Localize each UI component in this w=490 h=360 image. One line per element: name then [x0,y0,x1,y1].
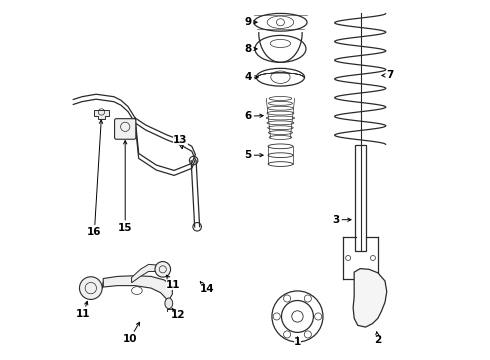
Text: 16: 16 [87,120,103,238]
Text: 13: 13 [173,135,188,149]
Text: 12: 12 [171,308,186,320]
Text: 8: 8 [244,44,257,54]
Text: 4: 4 [244,72,258,82]
Text: 6: 6 [244,111,263,121]
Polygon shape [132,264,163,283]
Circle shape [79,277,102,300]
Bar [355,145,366,251]
Polygon shape [95,110,109,119]
Text: 14: 14 [199,282,214,294]
Text: 10: 10 [122,322,140,344]
FancyBboxPatch shape [115,119,136,139]
Text: 7: 7 [382,71,393,80]
Polygon shape [353,269,387,327]
Text: 11: 11 [166,275,181,289]
Circle shape [359,287,380,308]
Text: 2: 2 [374,332,382,345]
Text: 11: 11 [76,301,91,319]
Text: 5: 5 [244,150,263,160]
Text: 1: 1 [294,337,301,347]
Circle shape [155,261,171,277]
Text: 9: 9 [245,17,257,27]
Text: 15: 15 [118,141,132,233]
Text: 3: 3 [332,215,351,225]
Polygon shape [103,276,172,305]
Ellipse shape [165,298,172,309]
